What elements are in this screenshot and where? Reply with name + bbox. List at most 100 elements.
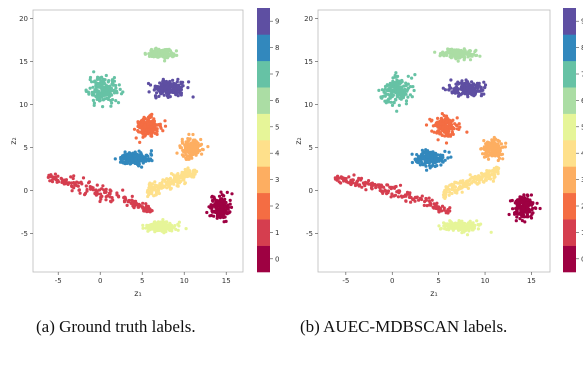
data-point bbox=[137, 153, 142, 157]
cluster-6 bbox=[433, 47, 482, 63]
data-point bbox=[110, 93, 114, 97]
y-tick-label: -5 bbox=[306, 230, 313, 238]
y-axis-label: z₂ bbox=[9, 137, 18, 144]
data-point bbox=[453, 122, 457, 126]
data-point bbox=[141, 135, 145, 139]
data-point bbox=[460, 81, 464, 86]
data-point bbox=[108, 188, 112, 192]
data-point bbox=[161, 129, 165, 133]
data-point bbox=[443, 227, 447, 231]
data-point bbox=[398, 96, 402, 100]
colorbar-segment bbox=[257, 87, 270, 114]
data-point bbox=[441, 155, 445, 159]
data-point bbox=[147, 90, 151, 94]
data-point bbox=[382, 94, 387, 98]
data-point bbox=[445, 128, 449, 132]
data-point bbox=[139, 155, 144, 160]
data-point bbox=[184, 140, 188, 144]
data-point bbox=[228, 198, 232, 202]
data-point bbox=[336, 174, 340, 178]
data-point bbox=[456, 91, 461, 95]
data-point bbox=[167, 177, 171, 182]
data-point bbox=[137, 164, 141, 168]
data-point bbox=[393, 82, 397, 86]
data-point bbox=[138, 140, 142, 144]
data-point bbox=[181, 154, 185, 158]
data-point bbox=[127, 157, 131, 161]
data-point bbox=[211, 198, 215, 203]
data-point bbox=[222, 201, 227, 205]
data-point bbox=[438, 52, 443, 56]
data-point bbox=[407, 195, 412, 199]
data-point bbox=[475, 219, 479, 223]
data-point bbox=[466, 186, 470, 190]
data-point bbox=[63, 178, 67, 182]
data-point bbox=[528, 198, 532, 202]
data-point bbox=[83, 191, 88, 195]
data-point bbox=[88, 75, 93, 80]
data-point bbox=[433, 50, 437, 54]
data-point bbox=[200, 152, 204, 156]
data-point bbox=[445, 187, 449, 191]
y-axis-label: z₂ bbox=[294, 137, 303, 144]
data-point bbox=[391, 93, 395, 97]
data-point bbox=[538, 206, 542, 211]
data-point bbox=[153, 180, 157, 184]
data-point bbox=[134, 157, 138, 162]
data-point bbox=[489, 152, 493, 156]
data-point bbox=[499, 142, 503, 146]
data-point bbox=[134, 201, 139, 206]
data-point bbox=[521, 206, 526, 210]
data-point bbox=[449, 221, 454, 225]
data-point bbox=[71, 176, 75, 181]
data-point bbox=[173, 176, 177, 180]
data-point bbox=[420, 148, 424, 152]
data-point bbox=[451, 188, 455, 192]
data-point bbox=[409, 200, 413, 204]
data-point bbox=[393, 87, 397, 91]
data-point bbox=[180, 141, 185, 145]
data-point bbox=[441, 86, 445, 90]
data-point bbox=[438, 132, 442, 136]
data-point bbox=[390, 82, 394, 86]
data-point bbox=[60, 180, 64, 184]
data-point bbox=[171, 90, 175, 95]
data-point bbox=[340, 176, 344, 180]
data-point bbox=[147, 157, 151, 161]
scatter-points bbox=[333, 47, 542, 237]
cluster-0 bbox=[507, 193, 542, 224]
data-point bbox=[106, 97, 110, 101]
colorbar-segment bbox=[563, 113, 576, 141]
data-point bbox=[433, 205, 437, 209]
data-point bbox=[195, 169, 199, 174]
data-point bbox=[400, 195, 404, 199]
colorbar: 0 1 2 3 4 5 6 7 8 9 bbox=[257, 8, 280, 273]
data-point bbox=[62, 182, 66, 186]
x-tick-label: 10 bbox=[481, 277, 490, 285]
data-point bbox=[469, 224, 473, 228]
data-point bbox=[190, 156, 194, 160]
data-point bbox=[155, 91, 159, 95]
data-point bbox=[471, 179, 475, 183]
data-point bbox=[170, 53, 174, 58]
data-point bbox=[442, 208, 446, 212]
data-point bbox=[104, 198, 108, 202]
data-point bbox=[180, 137, 184, 141]
data-point bbox=[149, 115, 153, 119]
data-point bbox=[136, 129, 140, 133]
data-point bbox=[121, 90, 125, 94]
data-point bbox=[430, 157, 434, 162]
data-point bbox=[337, 180, 341, 184]
data-point bbox=[99, 197, 103, 201]
data-point bbox=[428, 160, 432, 164]
data-point bbox=[455, 116, 459, 120]
data-point bbox=[91, 188, 95, 192]
data-point bbox=[529, 193, 534, 197]
colorbar-tick-label: 0 bbox=[275, 255, 279, 263]
data-point bbox=[447, 83, 451, 87]
data-point bbox=[210, 195, 214, 199]
data-point bbox=[366, 181, 370, 185]
data-point bbox=[349, 179, 353, 184]
y-tick-label: -5 bbox=[21, 230, 28, 238]
data-point bbox=[410, 152, 414, 156]
